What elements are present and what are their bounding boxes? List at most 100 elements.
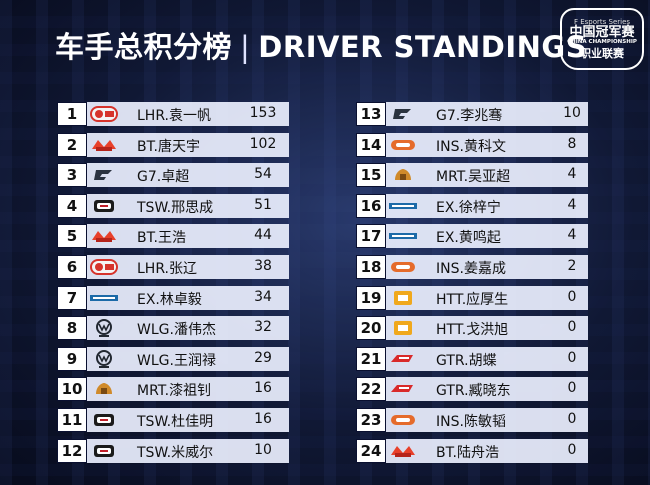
championship-logo: F Esports Series 中国冠军赛 CHINA CHAMPIONSHI…	[560, 8, 644, 70]
driver-name: EX.林卓毅	[137, 291, 202, 308]
standings-row: 13 G7.李兆骞 10	[356, 102, 588, 126]
row-bar	[57, 377, 289, 402]
rank-badge: 14	[356, 132, 386, 157]
driver-points: 10	[563, 105, 581, 121]
bt-team-logo-icon	[89, 135, 119, 155]
tsw-team-logo-icon	[89, 410, 119, 430]
title-separator: |	[240, 30, 251, 64]
standings-row: 10 MRT.漆祖钊 16	[57, 377, 289, 402]
driver-points: 0	[567, 349, 577, 366]
driver-name: TSW.杜佳明	[137, 414, 214, 430]
page-title: 车手总积分榜 | DRIVER STANDINGS	[55, 24, 587, 66]
driver-points: 16	[254, 411, 272, 427]
driver-points: 102	[249, 135, 277, 152]
rank-badge: 23	[356, 408, 386, 432]
driver-points: 2	[567, 258, 577, 274]
driver-name: GTR.胡蝶	[436, 352, 497, 369]
driver-name: HTT.应厚生	[436, 291, 509, 308]
rank-badge: 9	[57, 346, 87, 371]
bt-team-logo-icon	[89, 226, 119, 246]
standings-row: 6 LHR.张辽 38	[57, 255, 289, 279]
logo-line-4: 职业联赛	[580, 46, 624, 60]
driver-points: 0	[567, 288, 577, 305]
standings-row: 11 TSW.杜佳明 16	[57, 408, 289, 432]
driver-points: 38	[254, 258, 272, 274]
driver-points: 10	[254, 441, 272, 458]
driver-name: INS.陈敏韬	[436, 414, 506, 430]
standings-row: 12 TSW.米威尔 10	[57, 438, 289, 463]
rank-badge: 16	[356, 193, 386, 218]
wlg-team-logo-icon	[89, 349, 119, 369]
rank-badge: 5	[57, 224, 87, 249]
driver-name: WLG.潘伟杰	[137, 322, 216, 339]
rank-badge: 19	[356, 285, 386, 310]
driver-points: 51	[254, 196, 272, 213]
standings-row: 2 BT.唐天宇 102	[57, 132, 289, 157]
driver-name: EX.黄鸣起	[436, 230, 501, 247]
driver-points: 16	[254, 380, 272, 397]
standings-row: 15 MRT.吴亚超 4	[356, 163, 588, 188]
driver-name: HTT.戈洪旭	[436, 322, 509, 339]
driver-points: 4	[567, 227, 577, 244]
rank-badge: 2	[57, 132, 87, 157]
tsw-team-logo-icon	[89, 441, 119, 461]
standings-row: 20 HTT.戈洪旭 0	[356, 316, 588, 341]
standings-row: 5 BT.王浩 44	[57, 224, 289, 249]
driver-points: 34	[254, 288, 272, 305]
driver-name: INS.姜嘉成	[436, 261, 506, 277]
ex-team-logo-icon	[89, 288, 119, 308]
row-bar	[57, 316, 289, 341]
driver-points: 0	[567, 319, 577, 336]
rank-badge: 7	[57, 285, 87, 310]
rank-badge: 12	[57, 438, 87, 463]
rank-badge: 18	[356, 255, 386, 279]
standings-row: 19 HTT.应厚生 0	[356, 285, 588, 310]
standings-row: 8 WLG.潘伟杰 32	[57, 316, 289, 341]
driver-points: 8	[567, 135, 577, 152]
rank-badge: 15	[356, 163, 386, 188]
lhr-team-logo-icon	[89, 104, 119, 124]
logo-line-2: 中国冠军赛	[569, 25, 635, 41]
title-cn: 车手总积分榜	[55, 30, 233, 64]
rank-badge: 24	[356, 438, 386, 463]
driver-name: EX.徐梓宁	[436, 199, 501, 216]
driver-name: G7.李兆骞	[436, 108, 503, 124]
mrt-team-logo-icon	[388, 165, 418, 185]
gtr-team-logo-icon	[388, 349, 418, 369]
ex-team-logo-icon	[388, 226, 418, 246]
standings-row: 1 LHR.袁一帆 153	[57, 102, 289, 126]
standings-row: 24 BT.陆舟浩 0	[356, 438, 588, 463]
rank-badge: 20	[356, 316, 386, 341]
rank-badge: 3	[57, 163, 87, 188]
driver-points: 153	[249, 105, 277, 121]
driver-name: BT.陆舟浩	[436, 444, 499, 461]
mrt-team-logo-icon	[89, 379, 119, 399]
ins-team-logo-icon	[388, 410, 418, 430]
driver-name: GTR.臧晓东	[436, 383, 511, 400]
standings-row: 3 G7.卓超 54	[57, 163, 289, 188]
driver-name: TSW.米威尔	[137, 444, 214, 461]
driver-name: BT.王浩	[137, 230, 186, 247]
rank-badge: 8	[57, 316, 87, 341]
row-bar	[57, 346, 289, 371]
driver-points: 44	[254, 227, 272, 244]
standings-row: 17 EX.黄鸣起 4	[356, 224, 588, 249]
rank-badge: 13	[356, 102, 386, 126]
rank-badge: 11	[57, 408, 87, 432]
rank-badge: 10	[57, 377, 87, 402]
bt-team-logo-icon	[388, 441, 418, 461]
rank-badge: 21	[356, 346, 386, 371]
driver-points: 4	[567, 196, 577, 213]
rank-badge: 1	[57, 102, 87, 126]
htt-team-logo-icon	[388, 318, 418, 338]
driver-name: WLG.王润禄	[137, 352, 216, 369]
driver-points: 4	[567, 166, 577, 183]
driver-name: TSW.邢思成	[137, 199, 214, 216]
ins-team-logo-icon	[388, 257, 418, 277]
g7-team-logo-icon	[89, 165, 119, 185]
standings-row: 21 GTR.胡蝶 0	[356, 346, 588, 371]
htt-team-logo-icon	[388, 288, 418, 308]
driver-points: 54	[254, 166, 272, 183]
standings-row: 18 INS.姜嘉成 2	[356, 255, 588, 279]
g7-team-logo-icon	[388, 104, 418, 124]
